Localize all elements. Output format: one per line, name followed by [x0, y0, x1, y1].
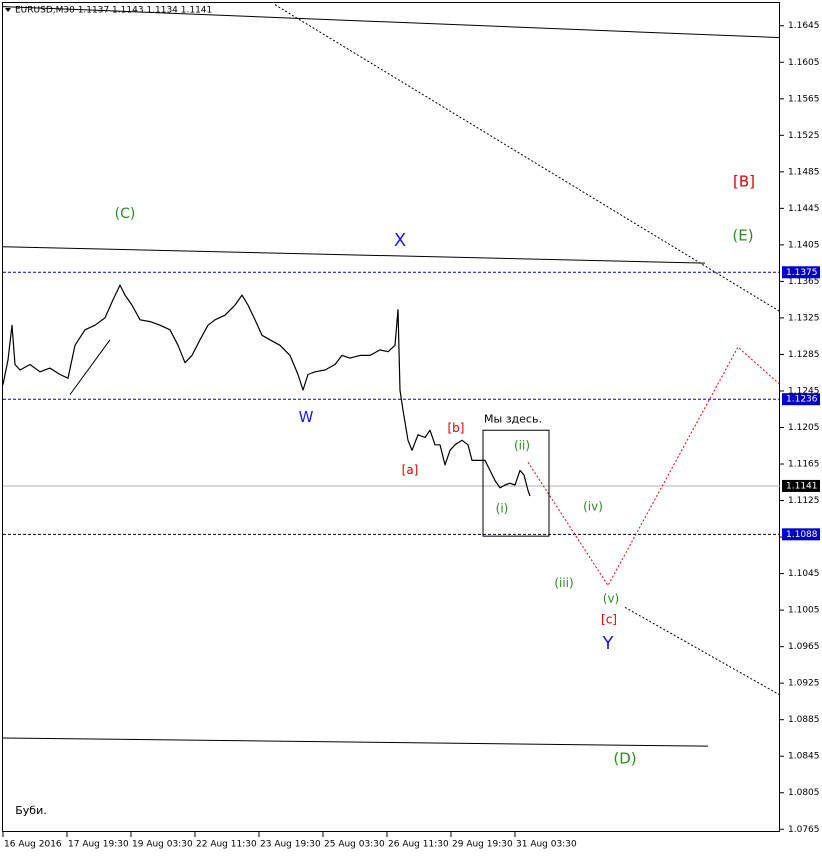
- x-tick-label: 31 Aug 03:30: [516, 840, 577, 850]
- y-tick-label: 1.1325: [788, 313, 820, 323]
- wave-label: [a]: [402, 463, 419, 477]
- plot-frame: [2, 2, 780, 832]
- y-tick-label: 1.1165: [788, 460, 820, 470]
- wave-label: Y: [602, 633, 615, 654]
- x-tick-label: 17 Aug 19:30: [68, 840, 129, 850]
- price-line: [2, 284, 531, 497]
- wave-label: [B]: [733, 172, 755, 190]
- y-tick-label: 1.1485: [788, 167, 820, 177]
- y-tick-label: 1.1565: [788, 94, 820, 104]
- trendline: [2, 737, 709, 747]
- x-tick-label: 19 Aug 03:30: [132, 840, 193, 850]
- y-tick-label: 1.1525: [788, 131, 820, 141]
- price-level-badge: [782, 479, 820, 492]
- x-tick-label: 26 Aug 11:30: [388, 840, 449, 850]
- wave-label: Буби.: [15, 804, 47, 817]
- y-tick-label: 1.1405: [788, 240, 820, 250]
- trendline: [527, 346, 781, 587]
- y-tick-label: 1.1285: [788, 350, 820, 360]
- menu-arrow[interactable]: [5, 8, 11, 12]
- x-tick-label: 29 Aug 19:30: [452, 840, 513, 850]
- wave-label: Мы здесь.: [484, 412, 542, 425]
- y-tick-label: 1.1045: [788, 569, 820, 579]
- y-tick-label: 1.1005: [788, 606, 820, 616]
- trendline: [2, 246, 706, 264]
- price-level-badge: [782, 528, 820, 541]
- box: [482, 429, 550, 537]
- y-tick-label: 1.1645: [788, 21, 820, 31]
- y-tick-label: 1.0925: [788, 679, 820, 689]
- price-level-badge: [782, 266, 820, 279]
- y-tick-label: 1.0885: [788, 715, 820, 725]
- wave-label: (i): [496, 501, 509, 515]
- trendline: [274, 4, 781, 312]
- wave-label: [b]: [448, 421, 465, 435]
- wave-label: (D): [613, 749, 636, 767]
- y-tick-label: 1.1245: [788, 386, 820, 396]
- wave-label: (E): [732, 226, 753, 244]
- price-level-label: 1.1375: [786, 268, 818, 278]
- y-tick-label: 1.1445: [788, 204, 820, 214]
- wave-label: [c]: [601, 613, 617, 627]
- trendline: [2, 6, 781, 39]
- wave-label: (C): [115, 206, 136, 222]
- price-level-label: 1.1141: [786, 481, 818, 491]
- x-tick-label: 23 Aug 19:30: [260, 840, 321, 850]
- y-tick-label: 1.1125: [788, 496, 820, 506]
- y-tick-label: 1.0765: [788, 825, 820, 835]
- x-tick-label: 25 Aug 03:30: [324, 840, 385, 850]
- y-tick-label: 1.0845: [788, 752, 820, 762]
- wave-label: X: [394, 230, 406, 251]
- y-tick-label: 1.0965: [788, 642, 820, 652]
- wave-label: (iv): [583, 499, 603, 513]
- trendline: [624, 606, 781, 696]
- price-level-badge: [782, 393, 820, 406]
- price-level-label: 1.1236: [786, 395, 818, 405]
- x-tick-label: 16 Aug 2016: [4, 840, 62, 850]
- x-tick-label: 22 Aug 11:30: [196, 840, 257, 850]
- price-level-label: 1.1088: [786, 530, 818, 540]
- wave-label: (ii): [514, 438, 530, 452]
- y-tick-label: 1.0805: [788, 788, 820, 798]
- y-tick-label: 1.1205: [788, 423, 820, 433]
- y-tick-label: 1.1605: [788, 58, 820, 68]
- wave-label: W: [299, 408, 314, 426]
- wave-label: (iii): [554, 576, 573, 590]
- wave-label: (v): [603, 592, 619, 606]
- trendline: [69, 339, 111, 395]
- y-tick-label: 1.1365: [788, 277, 820, 287]
